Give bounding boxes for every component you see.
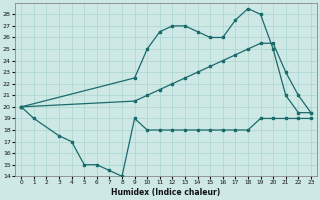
X-axis label: Humidex (Indice chaleur): Humidex (Indice chaleur)	[111, 188, 221, 197]
